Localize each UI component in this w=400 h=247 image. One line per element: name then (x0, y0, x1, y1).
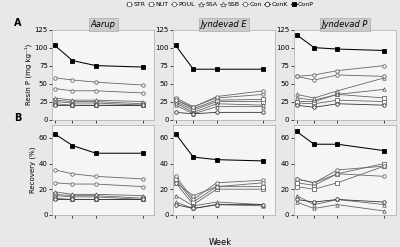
Y-axis label: Resin P (mg kg⁻¹): Resin P (mg kg⁻¹) (24, 44, 32, 105)
Text: A: A (14, 18, 21, 28)
Title: Jyndevad E: Jyndevad E (201, 20, 247, 29)
Text: Week: Week (208, 238, 232, 247)
Y-axis label: Recovery (%): Recovery (%) (30, 147, 36, 193)
Legend: STR, NUT, POUL, SSA, SSB, Con, ConK, ConP: STR, NUT, POUL, SSA, SSB, Con, ConK, Con… (125, 1, 315, 9)
Title: Jyndevad P: Jyndevad P (322, 20, 368, 29)
Title: Aarup: Aarup (91, 20, 116, 29)
Text: B: B (14, 113, 21, 123)
